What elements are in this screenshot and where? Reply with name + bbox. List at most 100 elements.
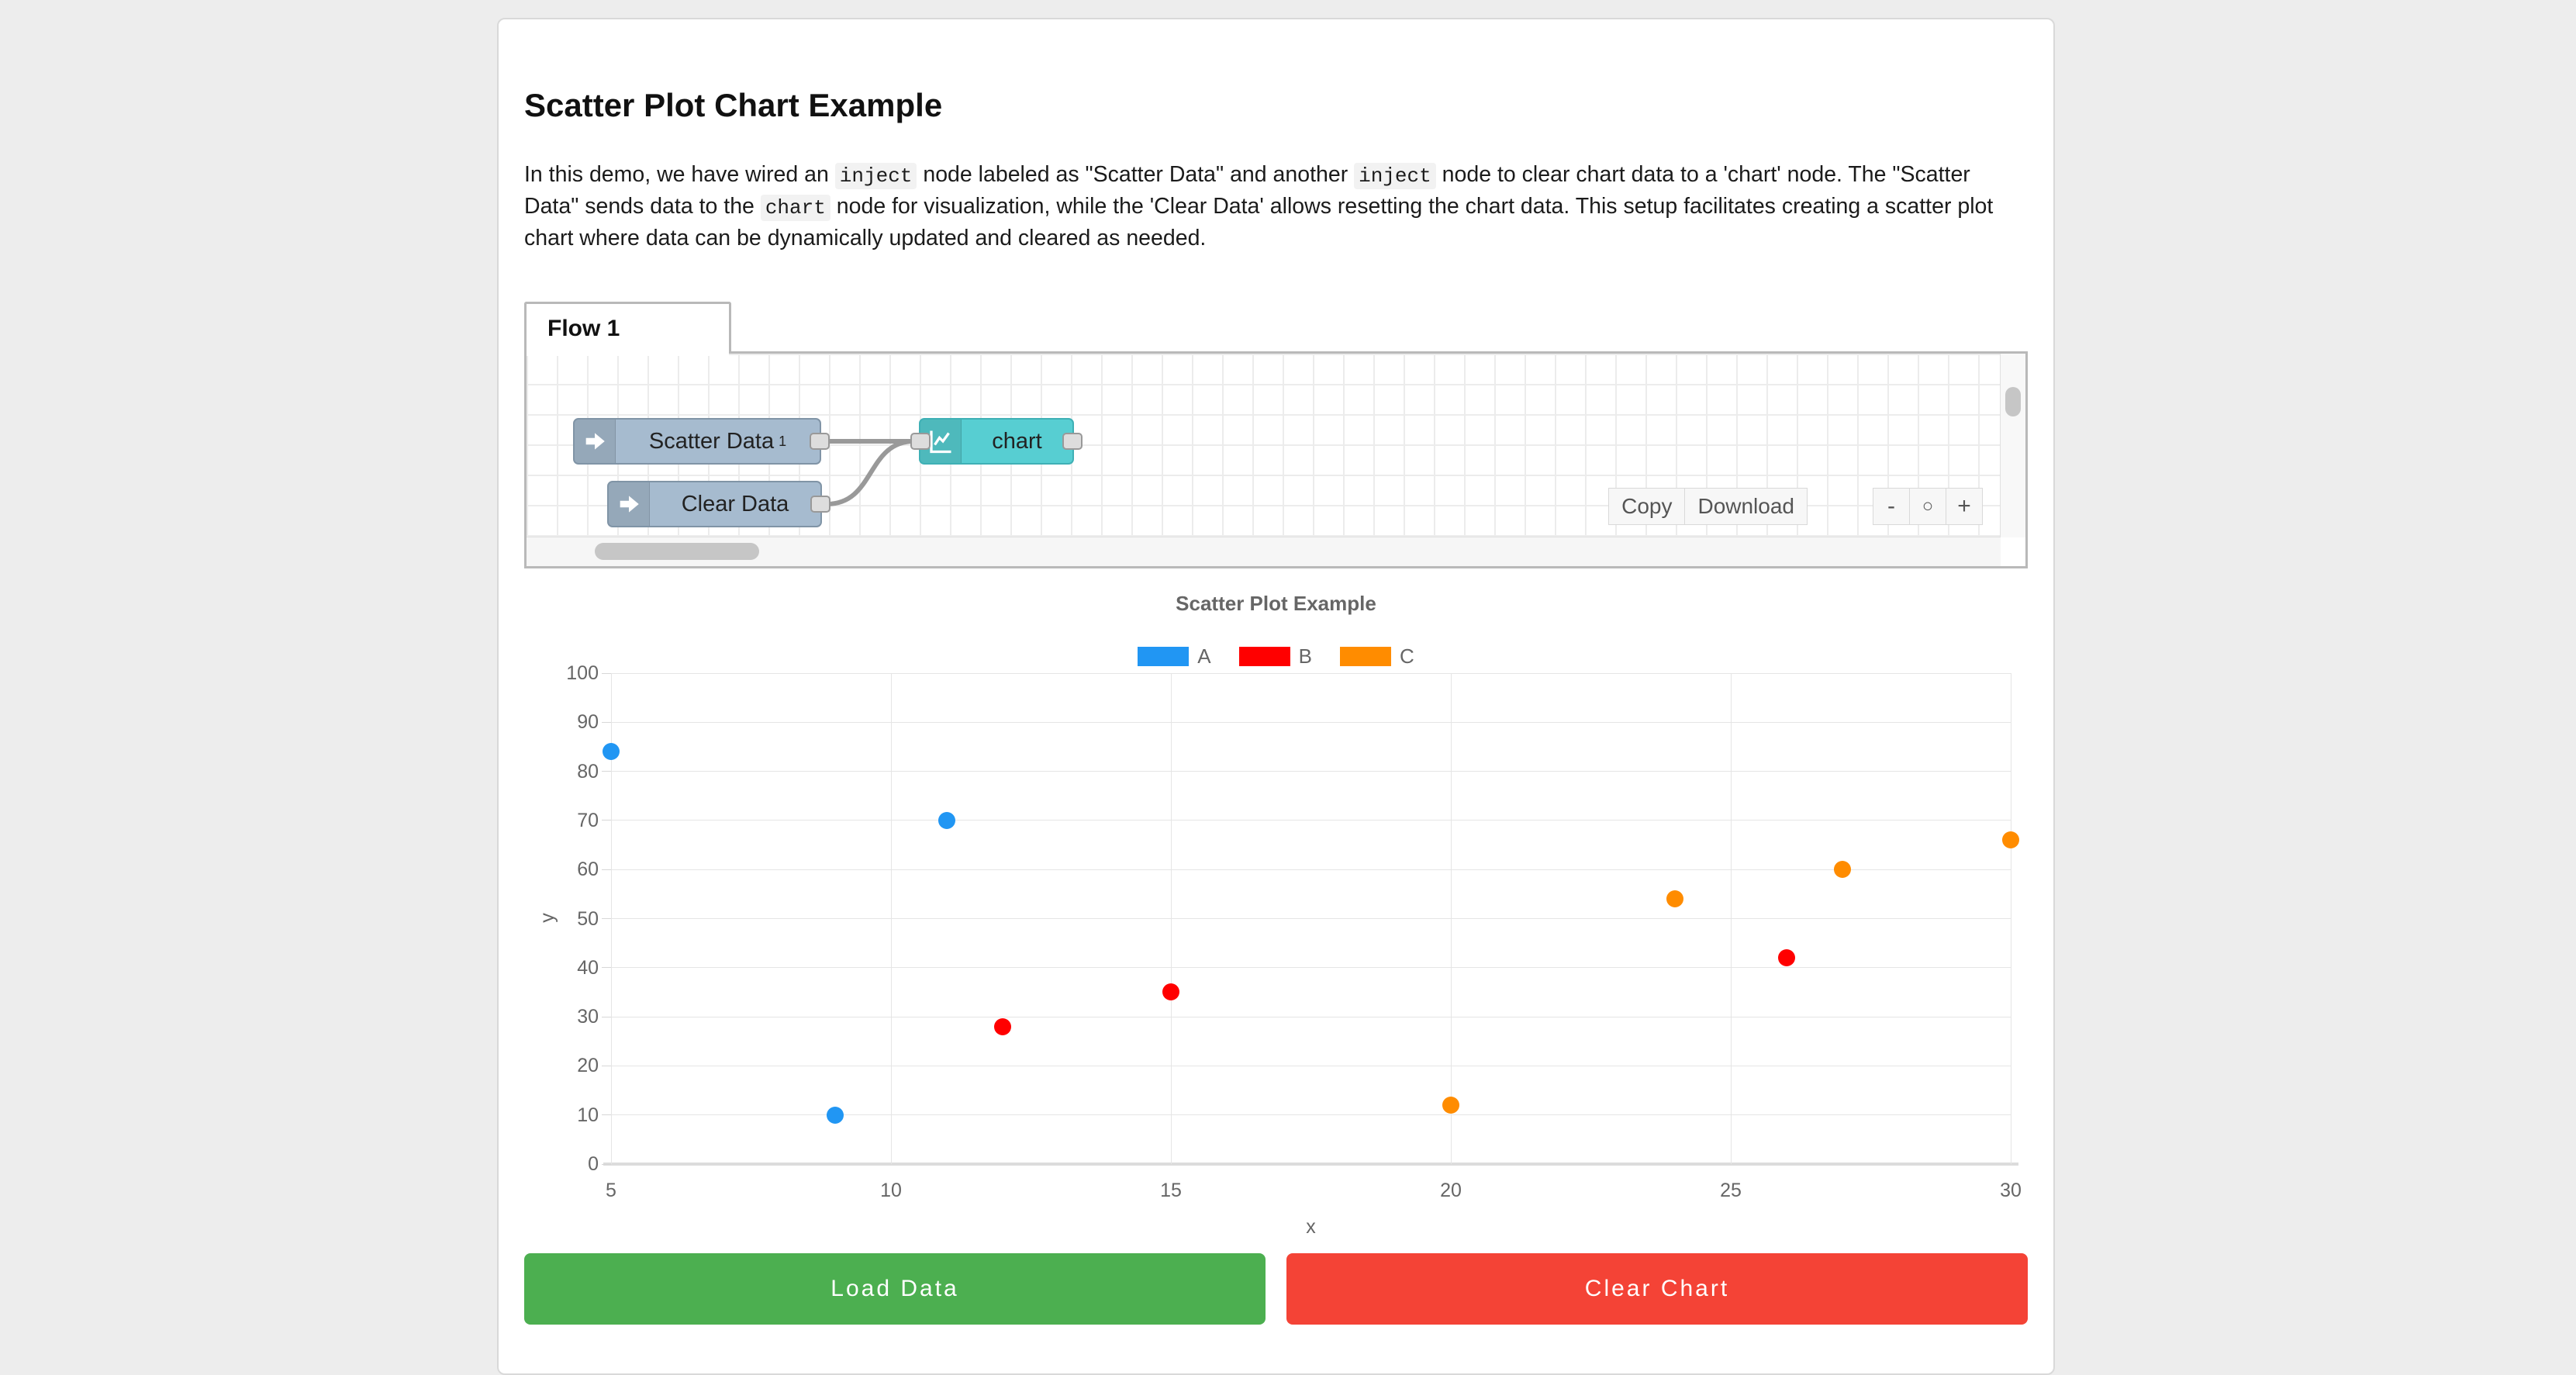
legend-item-A[interactable]: A bbox=[1138, 644, 1211, 668]
gridline bbox=[611, 918, 2011, 919]
y-tick-label: 40 bbox=[577, 956, 599, 979]
data-point-C bbox=[1834, 861, 1852, 879]
y-tick-mark bbox=[602, 672, 611, 674]
y-tick-label: 20 bbox=[577, 1055, 599, 1077]
x-tick-label: 10 bbox=[880, 1180, 902, 1201]
gridline bbox=[611, 672, 2011, 674]
legend-item-B[interactable]: B bbox=[1238, 644, 1312, 668]
inline-code: inject bbox=[834, 163, 917, 189]
wire-svg bbox=[824, 439, 917, 506]
x-axis-title: x bbox=[1306, 1216, 1316, 1238]
y-tick-mark bbox=[602, 1163, 611, 1165]
x-tick-label: 5 bbox=[606, 1180, 616, 1201]
y-tick-mark bbox=[602, 918, 611, 919]
flow-tab-label: Flow 1 bbox=[547, 316, 620, 341]
node-label: chart bbox=[992, 428, 1042, 454]
load-data-button[interactable]: Load Data bbox=[524, 1253, 1266, 1325]
x-axis-line bbox=[603, 1163, 2018, 1166]
inline-code: chart bbox=[760, 195, 830, 221]
data-point-C bbox=[1666, 890, 1683, 908]
gridline bbox=[611, 869, 2011, 870]
node-clear-data[interactable]: Clear Data bbox=[607, 481, 830, 527]
chart-legend: A B C bbox=[524, 644, 2028, 668]
data-point-B bbox=[994, 1017, 1012, 1035]
legend-label: C bbox=[1399, 644, 1414, 668]
y-tick-label: 100 bbox=[566, 662, 599, 684]
node-label: Scatter Data 1 bbox=[648, 428, 787, 454]
legend-label: A bbox=[1197, 644, 1211, 668]
x-tick-label: 20 bbox=[1440, 1180, 1462, 1201]
wire-clear-to-chart bbox=[824, 439, 917, 506]
y-tick-mark bbox=[602, 820, 611, 821]
data-point-C bbox=[2002, 831, 2019, 849]
action-buttons: Load Data Clear Chart bbox=[524, 1253, 2028, 1325]
y-tick-label: 30 bbox=[577, 1006, 599, 1028]
node-label: Clear Data bbox=[681, 491, 789, 516]
y-tick-label: 60 bbox=[577, 859, 599, 881]
legend-swatch bbox=[1339, 647, 1391, 666]
vertical-scrollbar-thumb[interactable] bbox=[2005, 387, 2021, 416]
y-tick-label: 10 bbox=[577, 1104, 599, 1126]
zoom-out-button[interactable]: - bbox=[1873, 488, 1910, 525]
legend-label: B bbox=[1298, 644, 1312, 668]
x-tick-label: 25 bbox=[1720, 1180, 1742, 1201]
data-point-A bbox=[826, 1106, 844, 1124]
text-segment: In this demo, we have wired an bbox=[524, 162, 835, 187]
y-tick-mark bbox=[602, 721, 611, 723]
text-segment: node for visualization, while the 'Clear… bbox=[524, 194, 1994, 250]
y-tick-label: 70 bbox=[577, 809, 599, 831]
data-point-A bbox=[603, 743, 620, 761]
zoom-reset-button[interactable]: ○ bbox=[1909, 488, 1946, 525]
x-tick-label: 30 bbox=[2000, 1180, 2022, 1201]
flow-body: Scatter Data 1 Clear Data bbox=[524, 351, 2028, 568]
y-tick-mark bbox=[602, 771, 611, 772]
y-tick-mark bbox=[602, 1114, 611, 1116]
data-point-B bbox=[1162, 983, 1179, 1001]
node-scatter-data[interactable]: Scatter Data 1 bbox=[573, 418, 830, 465]
inject-icon bbox=[575, 420, 616, 463]
legend-swatch bbox=[1138, 647, 1190, 666]
content-card: Scatter Plot Chart Example In this demo,… bbox=[497, 18, 2055, 1375]
flow-tab[interactable]: Flow 1 bbox=[524, 302, 731, 356]
node-chart[interactable]: chart bbox=[910, 418, 1083, 465]
chart-title: Scatter Plot Example bbox=[1176, 592, 1376, 615]
inject-icon bbox=[609, 482, 650, 526]
y-tick-mark bbox=[602, 967, 611, 969]
data-point-C bbox=[1442, 1097, 1459, 1114]
gridline bbox=[611, 771, 2011, 772]
horizontal-scrollbar-thumb[interactable] bbox=[595, 543, 759, 560]
legend-swatch bbox=[1238, 647, 1290, 666]
download-button[interactable]: Download bbox=[1684, 488, 1808, 525]
flow-canvas[interactable]: Scatter Data 1 Clear Data bbox=[527, 354, 2001, 537]
data-point-A bbox=[938, 811, 956, 829]
input-port[interactable] bbox=[910, 433, 931, 450]
gridline bbox=[611, 721, 2011, 723]
page-title: Scatter Plot Chart Example bbox=[524, 87, 943, 123]
clear-chart-button[interactable]: Clear Chart bbox=[1286, 1253, 2028, 1325]
zoom-in-button[interactable]: + bbox=[1946, 488, 1983, 525]
output-port[interactable] bbox=[810, 433, 830, 450]
description: In this demo, we have wired an inject no… bbox=[524, 160, 2028, 254]
horizontal-scrollbar[interactable] bbox=[527, 537, 2001, 566]
plot-area: x y 5 10 15 20 25 30 0 10 20 30 40 50 60 70 80 90 100 bbox=[537, 662, 2022, 1238]
y-tick-label: 90 bbox=[577, 711, 599, 734]
y-tick-mark bbox=[602, 869, 611, 870]
output-port[interactable] bbox=[1062, 433, 1083, 450]
vertical-scrollbar[interactable] bbox=[2000, 354, 2025, 537]
gridline bbox=[611, 967, 2011, 969]
text-segment: node labeled as "Scatter Data" and anoth… bbox=[917, 162, 1355, 187]
flow-editor: Flow 1 Scatter Data 1 bbox=[524, 302, 2028, 568]
inline-code: inject bbox=[1354, 163, 1436, 189]
x-tick-label: 15 bbox=[1160, 1180, 1182, 1201]
y-tick-label: 80 bbox=[577, 760, 599, 783]
y-tick-label: 50 bbox=[577, 907, 599, 930]
text-segment: node to clear chart data to a 'chart' no… bbox=[524, 162, 1970, 219]
gridline bbox=[611, 820, 2011, 821]
legend-item-C[interactable]: C bbox=[1339, 644, 1414, 668]
data-point-B bbox=[1778, 949, 1796, 967]
copy-button[interactable]: Copy bbox=[1608, 488, 1686, 525]
output-port[interactable] bbox=[810, 496, 830, 513]
gridline bbox=[611, 1114, 2011, 1116]
y-tick-label: 0 bbox=[588, 1153, 599, 1175]
